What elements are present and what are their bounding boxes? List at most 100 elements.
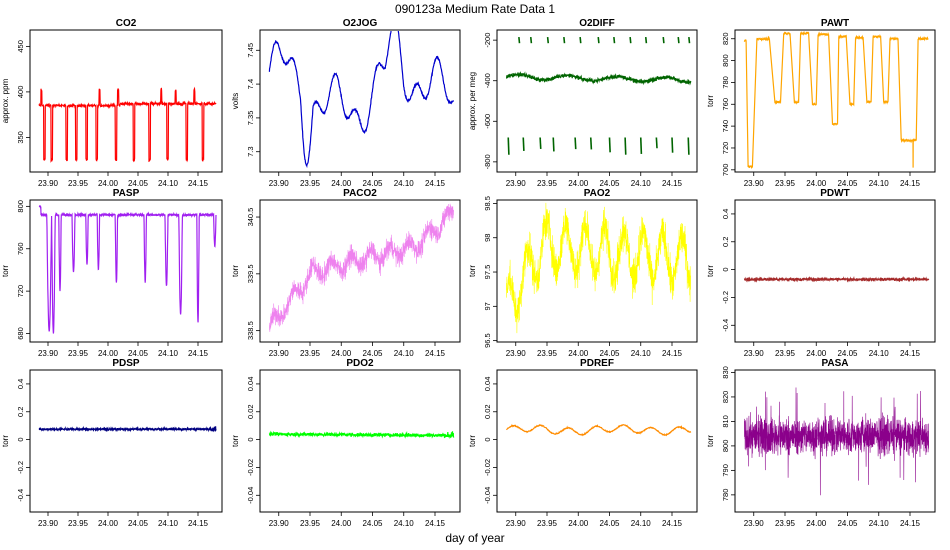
panel-o2jog: O2JOG volts 7.3 7.35 7.4 7.45 23.90 23.95 24.00 2… <box>231 18 461 188</box>
y-tick-label: 700 <box>721 164 730 177</box>
series-line <box>268 430 455 440</box>
y-tick-label: 0.4 <box>721 209 730 219</box>
plot-frame <box>734 199 936 343</box>
x-tick-label: 24.00 <box>331 519 352 528</box>
y-tick-label: -600 <box>483 114 492 129</box>
series-line <box>268 31 454 169</box>
x-tick-label: 23.90 <box>506 179 527 188</box>
x-tick-label: 24.05 <box>128 179 149 188</box>
y-tick-label: -400 <box>483 73 492 88</box>
x-tick-label: 24.05 <box>599 349 620 358</box>
x-tick-label: 24.15 <box>662 519 683 528</box>
x-tick-label: 24.00 <box>98 519 119 528</box>
y-tick-label: 0 <box>16 438 25 442</box>
y-tick-label: 720 <box>16 285 25 298</box>
y-tick-label: -0.02 <box>483 459 492 476</box>
y-axis-label: approx. per meg <box>468 72 477 130</box>
y-tick-label: 800 <box>721 440 730 453</box>
series-line <box>38 425 217 433</box>
x-tick-label: 23.90 <box>269 349 290 358</box>
panel-pasa: PASA torr 780 790 800 810 820 830 23.90 23.95 24.0… <box>706 358 936 528</box>
y-tick-label: -0.4 <box>16 489 25 502</box>
y-tick-label: 338.5 <box>246 321 255 340</box>
x-tick-label: 24.10 <box>394 519 415 528</box>
panel-title: PASP <box>113 188 140 199</box>
y-tick-label: 7.45 <box>246 43 255 58</box>
x-tick-label: 24.05 <box>837 179 858 188</box>
x-tick-label: 23.95 <box>68 179 89 188</box>
y-tick-label: 7.3 <box>246 146 255 156</box>
series-segment <box>546 37 550 44</box>
x-tick-label: 24.15 <box>900 519 921 528</box>
y-tick-label: 820 <box>721 32 730 45</box>
x-tick-label: 24.15 <box>188 349 209 358</box>
y-tick-label: 97.5 <box>483 265 492 280</box>
figure-xlabel: day of year <box>445 531 504 545</box>
x-tick-label: 24.00 <box>806 179 827 188</box>
x-tick-label: 24.05 <box>837 349 858 358</box>
series-segment <box>589 137 593 150</box>
plot-frame <box>496 369 698 513</box>
y-tick-label: 740 <box>721 120 730 133</box>
x-tick-label: 23.90 <box>744 519 765 528</box>
y-axis-label: torr <box>468 435 477 447</box>
series-segment <box>529 37 533 44</box>
y-tick-label: 830 <box>721 366 730 379</box>
panel-pao2: PAO2 torr 96.5 97 97.5 98 98.5 23.90 23.95 24.00 2… <box>468 188 698 358</box>
plot-frame <box>496 199 698 343</box>
plot-frame <box>29 369 223 513</box>
x-tick-label: 23.95 <box>537 519 558 528</box>
x-tick-label: 23.95 <box>68 349 89 358</box>
series-segment <box>563 37 566 44</box>
x-tick-label: 24.15 <box>900 349 921 358</box>
panel-pdo2: PDO2 torr -0.04 -0.02 0 0.02 0.04 23.90 23.95 24.… <box>231 358 461 528</box>
y-tick-label: -0.04 <box>246 487 255 504</box>
x-tick-label: 23.95 <box>300 179 321 188</box>
series-segment <box>539 137 542 149</box>
y-axis-label: torr <box>231 435 240 447</box>
x-tick-label: 24.05 <box>362 349 383 358</box>
plot-frame <box>734 29 936 173</box>
panels: CO2 approx. ppm 350 400 450 23.90 23.95 24.00 24… <box>1 18 936 528</box>
y-tick-label: -800 <box>483 154 492 169</box>
y-tick-label: 680 <box>16 327 25 340</box>
panel-title: PDSP <box>112 358 140 369</box>
series-line <box>744 387 929 496</box>
plot-frame <box>29 199 223 343</box>
y-tick-label: 97 <box>483 302 492 310</box>
series-segment <box>629 37 632 44</box>
series-line <box>743 275 930 283</box>
x-tick-label: 24.05 <box>362 179 383 188</box>
x-tick-label: 23.95 <box>537 179 558 188</box>
y-tick-label: 790 <box>721 464 730 477</box>
series-line <box>743 31 929 170</box>
x-tick-label: 23.90 <box>38 179 59 188</box>
panel-co2: CO2 approx. ppm 350 400 450 23.90 23.95 24.00 24… <box>1 18 223 188</box>
x-tick-label: 24.15 <box>425 519 446 528</box>
y-tick-label: 7.4 <box>246 79 255 89</box>
y-axis-label: volts <box>231 93 240 109</box>
x-tick-label: 23.95 <box>300 349 321 358</box>
panel-title: PACO2 <box>343 188 377 199</box>
x-tick-label: 24.05 <box>128 349 149 358</box>
y-tick-label: 0.04 <box>246 377 255 392</box>
series-segment <box>613 37 616 44</box>
y-tick-label: 0 <box>246 438 255 442</box>
x-tick-label: 23.90 <box>269 179 290 188</box>
x-tick-label: 24.10 <box>869 349 890 358</box>
x-tick-label: 24.00 <box>331 349 352 358</box>
x-tick-label: 24.10 <box>158 349 179 358</box>
x-tick-label: 24.05 <box>362 519 383 528</box>
plot-frame <box>734 369 936 513</box>
y-tick-label: 720 <box>721 142 730 155</box>
y-tick-label: 0.02 <box>246 404 255 419</box>
series-line <box>505 71 692 86</box>
x-tick-label: 23.95 <box>775 519 796 528</box>
x-tick-label: 24.10 <box>394 349 415 358</box>
x-tick-label: 24.00 <box>331 179 352 188</box>
y-tick-label: 0.4 <box>16 379 25 389</box>
y-tick-label: 98 <box>483 234 492 242</box>
y-axis-label: torr <box>706 435 715 447</box>
x-tick-label: 24.10 <box>158 519 179 528</box>
